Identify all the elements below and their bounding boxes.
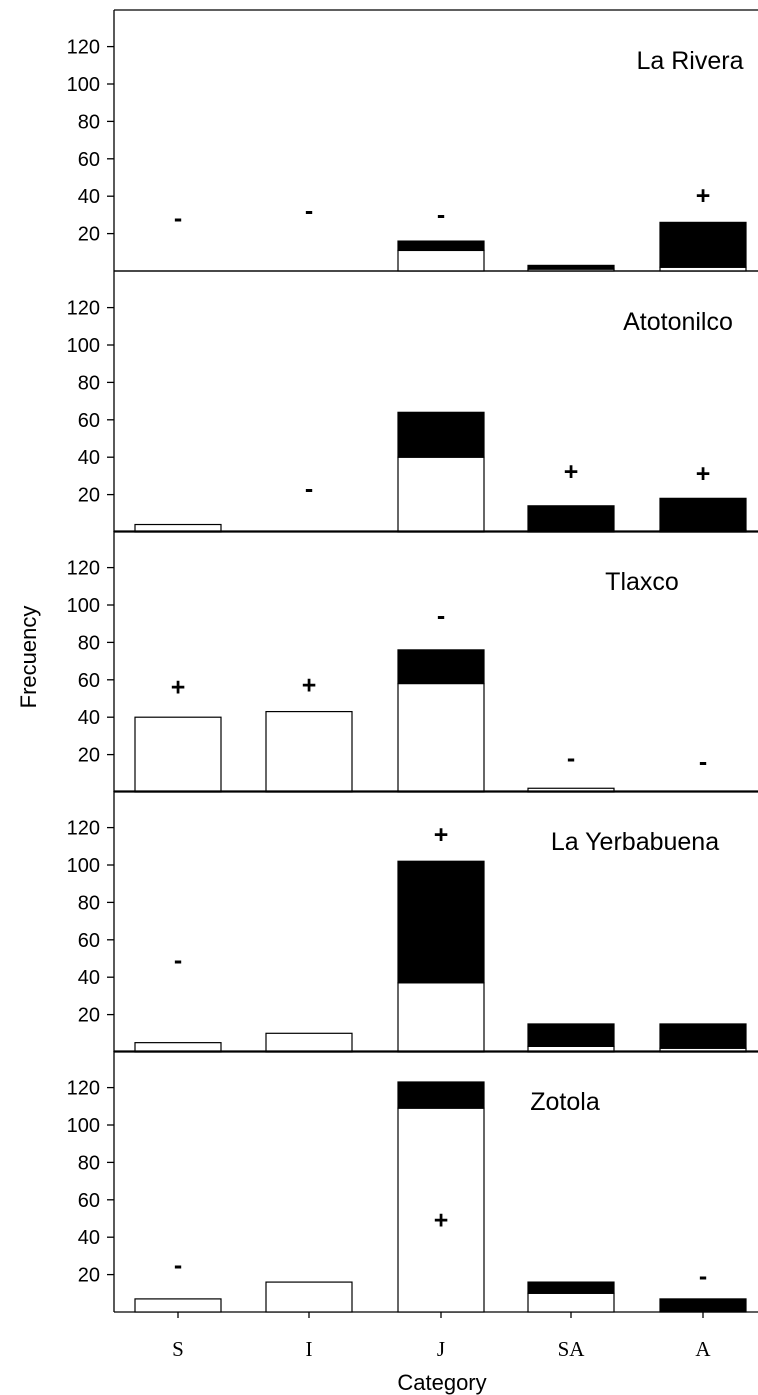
bar-upper-A <box>659 221 747 268</box>
y-tick-label: 20 <box>78 1265 100 1287</box>
bar-upper-A <box>659 1298 747 1313</box>
panel-2: 20 40 60 80 100 120 - + + Atotonilco <box>67 270 758 533</box>
y-tick-label: 40 <box>78 186 100 208</box>
panel-title: La Yerbabuena <box>551 828 719 856</box>
bar-upper-SA <box>527 264 615 270</box>
y-tick-label: 20 <box>78 224 100 246</box>
x-axis-ticks: S I J SA A <box>172 1312 711 1361</box>
y-tick-label: 60 <box>78 149 100 171</box>
y-tick-label: 100 <box>67 335 100 357</box>
y-tick-label: 40 <box>78 967 100 989</box>
sign-label: + <box>564 458 579 486</box>
y-axis-title: Frecuency <box>16 606 41 709</box>
y-tick-label: 120 <box>67 818 100 840</box>
bar-upper-J <box>397 1081 485 1109</box>
y-tick-label: 60 <box>78 670 100 692</box>
sign-label: - <box>567 744 575 772</box>
sign-label: - <box>305 197 313 225</box>
y-tick-label: 80 <box>78 892 100 914</box>
y-tick-label: 40 <box>78 707 100 729</box>
sign-label: + <box>696 460 711 488</box>
sign-label: + <box>302 671 317 699</box>
y-tick-label: 60 <box>78 410 100 432</box>
sign-label: + <box>171 673 186 701</box>
sign-label: - <box>305 475 313 503</box>
panel-5: 20 40 60 80 100 120 - + - Zotola <box>67 1050 758 1313</box>
bar-lower-J <box>397 982 485 1053</box>
bar-lower-I <box>265 1032 353 1053</box>
y-tick-label: 80 <box>78 111 100 133</box>
panel-title: Atotonilco <box>623 308 733 336</box>
y-tick-label: 100 <box>67 855 100 877</box>
x-tick-label: J <box>437 1337 445 1361</box>
bar-lower-S <box>134 1042 222 1053</box>
bar-upper-A <box>659 1023 747 1049</box>
y-tick-label: 20 <box>78 485 100 507</box>
x-tick-label: SA <box>558 1337 586 1361</box>
y-tick-label: 120 <box>67 37 100 59</box>
bar-lower-I <box>265 710 353 793</box>
sign-label: - <box>699 748 707 776</box>
bar-upper-J <box>397 649 485 685</box>
y-tick-label: 80 <box>78 1152 100 1174</box>
sign-label: - <box>174 205 182 233</box>
sign-label: - <box>174 1251 182 1279</box>
bar-lower-J <box>397 682 485 793</box>
bar-upper-SA <box>527 505 615 533</box>
panel-title: La Rivera <box>637 47 744 75</box>
sign-label: + <box>696 182 711 210</box>
y-tick-label: 100 <box>67 595 100 617</box>
y-tick-label: 100 <box>67 74 100 96</box>
panel-title: Tlaxco <box>605 568 679 596</box>
bar-lower-SA <box>527 787 615 793</box>
bar-upper-J <box>397 240 485 252</box>
x-tick-label: A <box>695 1337 711 1361</box>
x-axis-title: Category <box>397 1370 486 1395</box>
panel-3: 20 40 60 80 100 120 + + - - - Tlaxco <box>67 530 758 793</box>
sign-label: - <box>699 1262 707 1290</box>
panel-title: Zotola <box>530 1088 600 1116</box>
y-tick-label: 40 <box>78 1227 100 1249</box>
y-tick-label: 60 <box>78 930 100 952</box>
bar-lower-J <box>397 1107 485 1313</box>
panels-layer: 20 40 60 80 100 120 - - - + La Rivera 20 40 60 80 100 12… <box>67 9 758 1361</box>
sign-label: - <box>174 946 182 974</box>
y-tick-label: 20 <box>78 1005 100 1027</box>
y-tick-label: 60 <box>78 1190 100 1212</box>
bar-lower-S <box>134 523 222 533</box>
bar-upper-J <box>397 411 485 458</box>
bar-lower-S <box>134 1298 222 1313</box>
y-tick-label: 80 <box>78 632 100 654</box>
bar-upper-SA <box>527 1023 615 1047</box>
y-tick-label: 100 <box>67 1115 100 1137</box>
bar-lower-J <box>397 249 485 272</box>
x-tick-label: S <box>172 1337 184 1361</box>
bar-upper-A <box>659 497 747 531</box>
sign-label: - <box>437 602 445 630</box>
y-tick-label: 120 <box>67 298 100 320</box>
bar-lower-S <box>134 716 222 793</box>
bar-lower-J <box>397 456 485 533</box>
panel-4: 20 40 60 80 100 120 - + La Yerbabuena <box>67 790 758 1053</box>
bar-upper-J <box>397 860 485 984</box>
y-tick-label: 120 <box>67 558 100 580</box>
sign-label: + <box>434 821 449 849</box>
bar-lower-I <box>265 1281 353 1313</box>
sign-label: + <box>434 1206 449 1234</box>
bar-lower-SA <box>527 1292 615 1313</box>
y-tick-label: 40 <box>78 447 100 469</box>
y-tick-label: 20 <box>78 745 100 767</box>
bar-upper-SA <box>527 1281 615 1294</box>
y-tick-label: 120 <box>67 1078 100 1100</box>
x-tick-label: I <box>306 1337 313 1361</box>
y-tick-label: 80 <box>78 372 100 394</box>
sign-label: - <box>437 201 445 229</box>
panel-1: 20 40 60 80 100 120 - - - + La Rivera <box>67 9 758 272</box>
